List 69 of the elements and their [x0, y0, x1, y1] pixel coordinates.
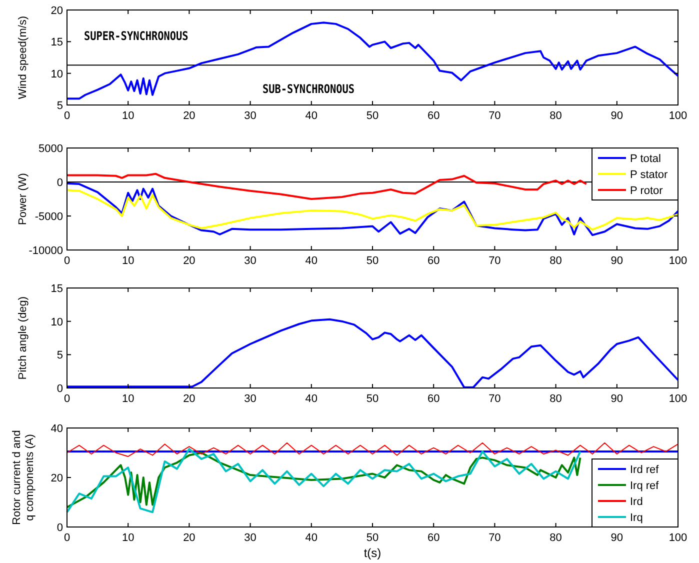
x-tick-label: 100 — [668, 532, 688, 544]
y-tick-label: 0 — [56, 522, 63, 534]
y-tick-label: 15 — [50, 36, 63, 49]
legend-label: P rotor — [630, 185, 664, 197]
x-tick-label: 40 — [305, 532, 318, 544]
y-tick-label: 0 — [56, 177, 63, 189]
x-tick-label: 40 — [305, 393, 318, 405]
x-tick-label: 60 — [427, 255, 440, 267]
y-tick-label: 5 — [56, 350, 63, 362]
legend-label: Ird ref — [630, 464, 660, 476]
x-tick-label: 10 — [122, 532, 134, 544]
x-tick-label: 30 — [244, 110, 256, 122]
x-tick-label: 80 — [550, 393, 562, 405]
y-axis-title: Pitch angle (deg) — [17, 296, 29, 380]
x-tick-label: 60 — [427, 393, 440, 405]
x-tick-label: 100 — [668, 110, 688, 122]
x-tick-label: 20 — [183, 532, 196, 544]
x-tick-label: 50 — [366, 110, 379, 122]
legend-label: Irq ref — [630, 480, 660, 492]
y-tick-label: 15 — [50, 283, 63, 295]
x-tick-label: 90 — [610, 110, 624, 122]
x-tick-label: 90 — [610, 255, 624, 267]
x-tick-label: 30 — [244, 393, 256, 405]
x-tick-label: 50 — [366, 393, 379, 405]
x-tick-label: 80 — [550, 255, 562, 267]
y-tick-label: 20 — [50, 5, 63, 17]
x-tick-label: 80 — [550, 532, 562, 544]
x-tick-label: 30 — [244, 255, 256, 267]
x-tick-label: 30 — [244, 532, 256, 544]
x-axis-title: t(s) — [364, 546, 382, 560]
y-axis-title: Rotor current d and q components (A) — [11, 430, 36, 525]
x-tick-label: 70 — [488, 393, 501, 405]
x-tick-label: 100 — [668, 255, 688, 267]
x-tick-label: 20 — [183, 255, 196, 267]
x-tick-label: 20 — [183, 393, 196, 405]
x-tick-label: 10 — [122, 110, 134, 122]
x-tick-label: 50 — [366, 255, 379, 267]
y-tick-label: 0 — [56, 383, 63, 395]
y-tick-label: -10000 — [28, 245, 63, 257]
y-tick-label: 10 — [50, 68, 63, 80]
x-tick-label: 100 — [668, 393, 688, 405]
y-tick-label: -5000 — [34, 211, 63, 223]
x-tick-label: 70 — [488, 532, 501, 544]
annotation: SUB-SYNCHRONOUS — [262, 82, 355, 96]
x-tick-label: 10 — [122, 255, 134, 267]
y-tick-label: 5 — [56, 100, 63, 112]
y-tick-label: 5000 — [38, 143, 63, 155]
legend-label: P total — [630, 153, 661, 165]
y-axis-title: Power (W) — [17, 173, 29, 225]
x-tick-label: 40 — [305, 110, 318, 122]
y-axis-title: Wind speed(m/s) — [17, 16, 29, 100]
y-tick-label: 10 — [50, 316, 63, 328]
x-tick-label: 50 — [366, 532, 379, 544]
annotation: SUPER-SYNCHRONOUS — [84, 29, 189, 44]
x-tick-label: 20 — [183, 110, 196, 122]
x-tick-label: 60 — [427, 532, 440, 544]
x-tick-label: 10 — [122, 393, 134, 405]
legend-label: Irq — [630, 512, 643, 524]
y-tick-label: 40 — [50, 423, 63, 435]
legend-label: P stator — [630, 169, 668, 181]
legend-label: Ird — [630, 496, 643, 508]
x-tick-label: 40 — [305, 255, 318, 267]
x-tick-label: 70 — [488, 110, 501, 122]
x-tick-label: 80 — [550, 110, 562, 122]
y-tick-label: 20 — [50, 472, 63, 484]
x-tick-label: 90 — [610, 532, 624, 544]
x-tick-label: 60 — [427, 110, 440, 122]
x-tick-label: 70 — [488, 255, 501, 267]
x-tick-label: 90 — [610, 393, 624, 405]
